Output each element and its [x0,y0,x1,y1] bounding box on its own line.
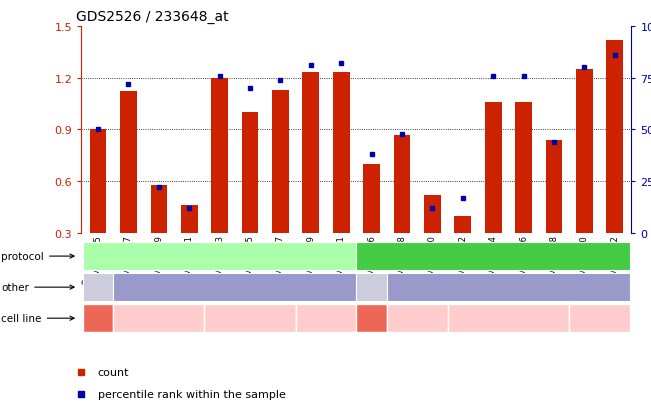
Text: HeLa: HeLa [87,314,109,323]
Bar [485,102,501,233]
Text: HeLa: HeLa [360,314,383,323]
Text: c-MYC knockdown: c-MYC knockdown [443,252,544,261]
Bar [242,113,258,233]
Text: BT-474: BT-474 [143,314,174,323]
Bar [272,90,289,233]
Text: cervical
cancer: cervical cancer [80,278,116,297]
Bar [424,195,441,233]
Text: MDA-MB-231: MDA-MB-231 [571,314,628,323]
Text: percentile rank within the sample: percentile rank within the sample [98,389,286,399]
Text: cell line: cell line [1,313,74,323]
Bar [303,73,319,233]
Text: count: count [98,367,129,377]
Bar [333,73,350,233]
Text: BT-474: BT-474 [402,314,433,323]
Text: other: other [1,282,74,292]
Bar [454,216,471,233]
Bar [394,135,410,233]
Bar [90,130,107,233]
Text: MDA-MB-231: MDA-MB-231 [297,314,355,323]
Bar [546,140,562,233]
Text: breast cancer: breast cancer [477,283,540,292]
Bar [606,40,623,233]
Text: control: control [201,252,239,261]
Bar [576,70,592,233]
Text: protocol: protocol [1,252,74,261]
Text: cervical
cancer: cervical cancer [354,278,389,297]
Bar [181,206,198,233]
Text: GDS2526 / 233648_at: GDS2526 / 233648_at [76,10,229,24]
Text: breast cancer: breast cancer [204,283,266,292]
Bar [212,78,228,233]
Text: MCF-7: MCF-7 [236,314,264,323]
Bar [363,164,380,233]
Bar [120,92,137,233]
Text: MCF-7: MCF-7 [494,314,523,323]
Bar [515,102,532,233]
Bar [150,185,167,233]
